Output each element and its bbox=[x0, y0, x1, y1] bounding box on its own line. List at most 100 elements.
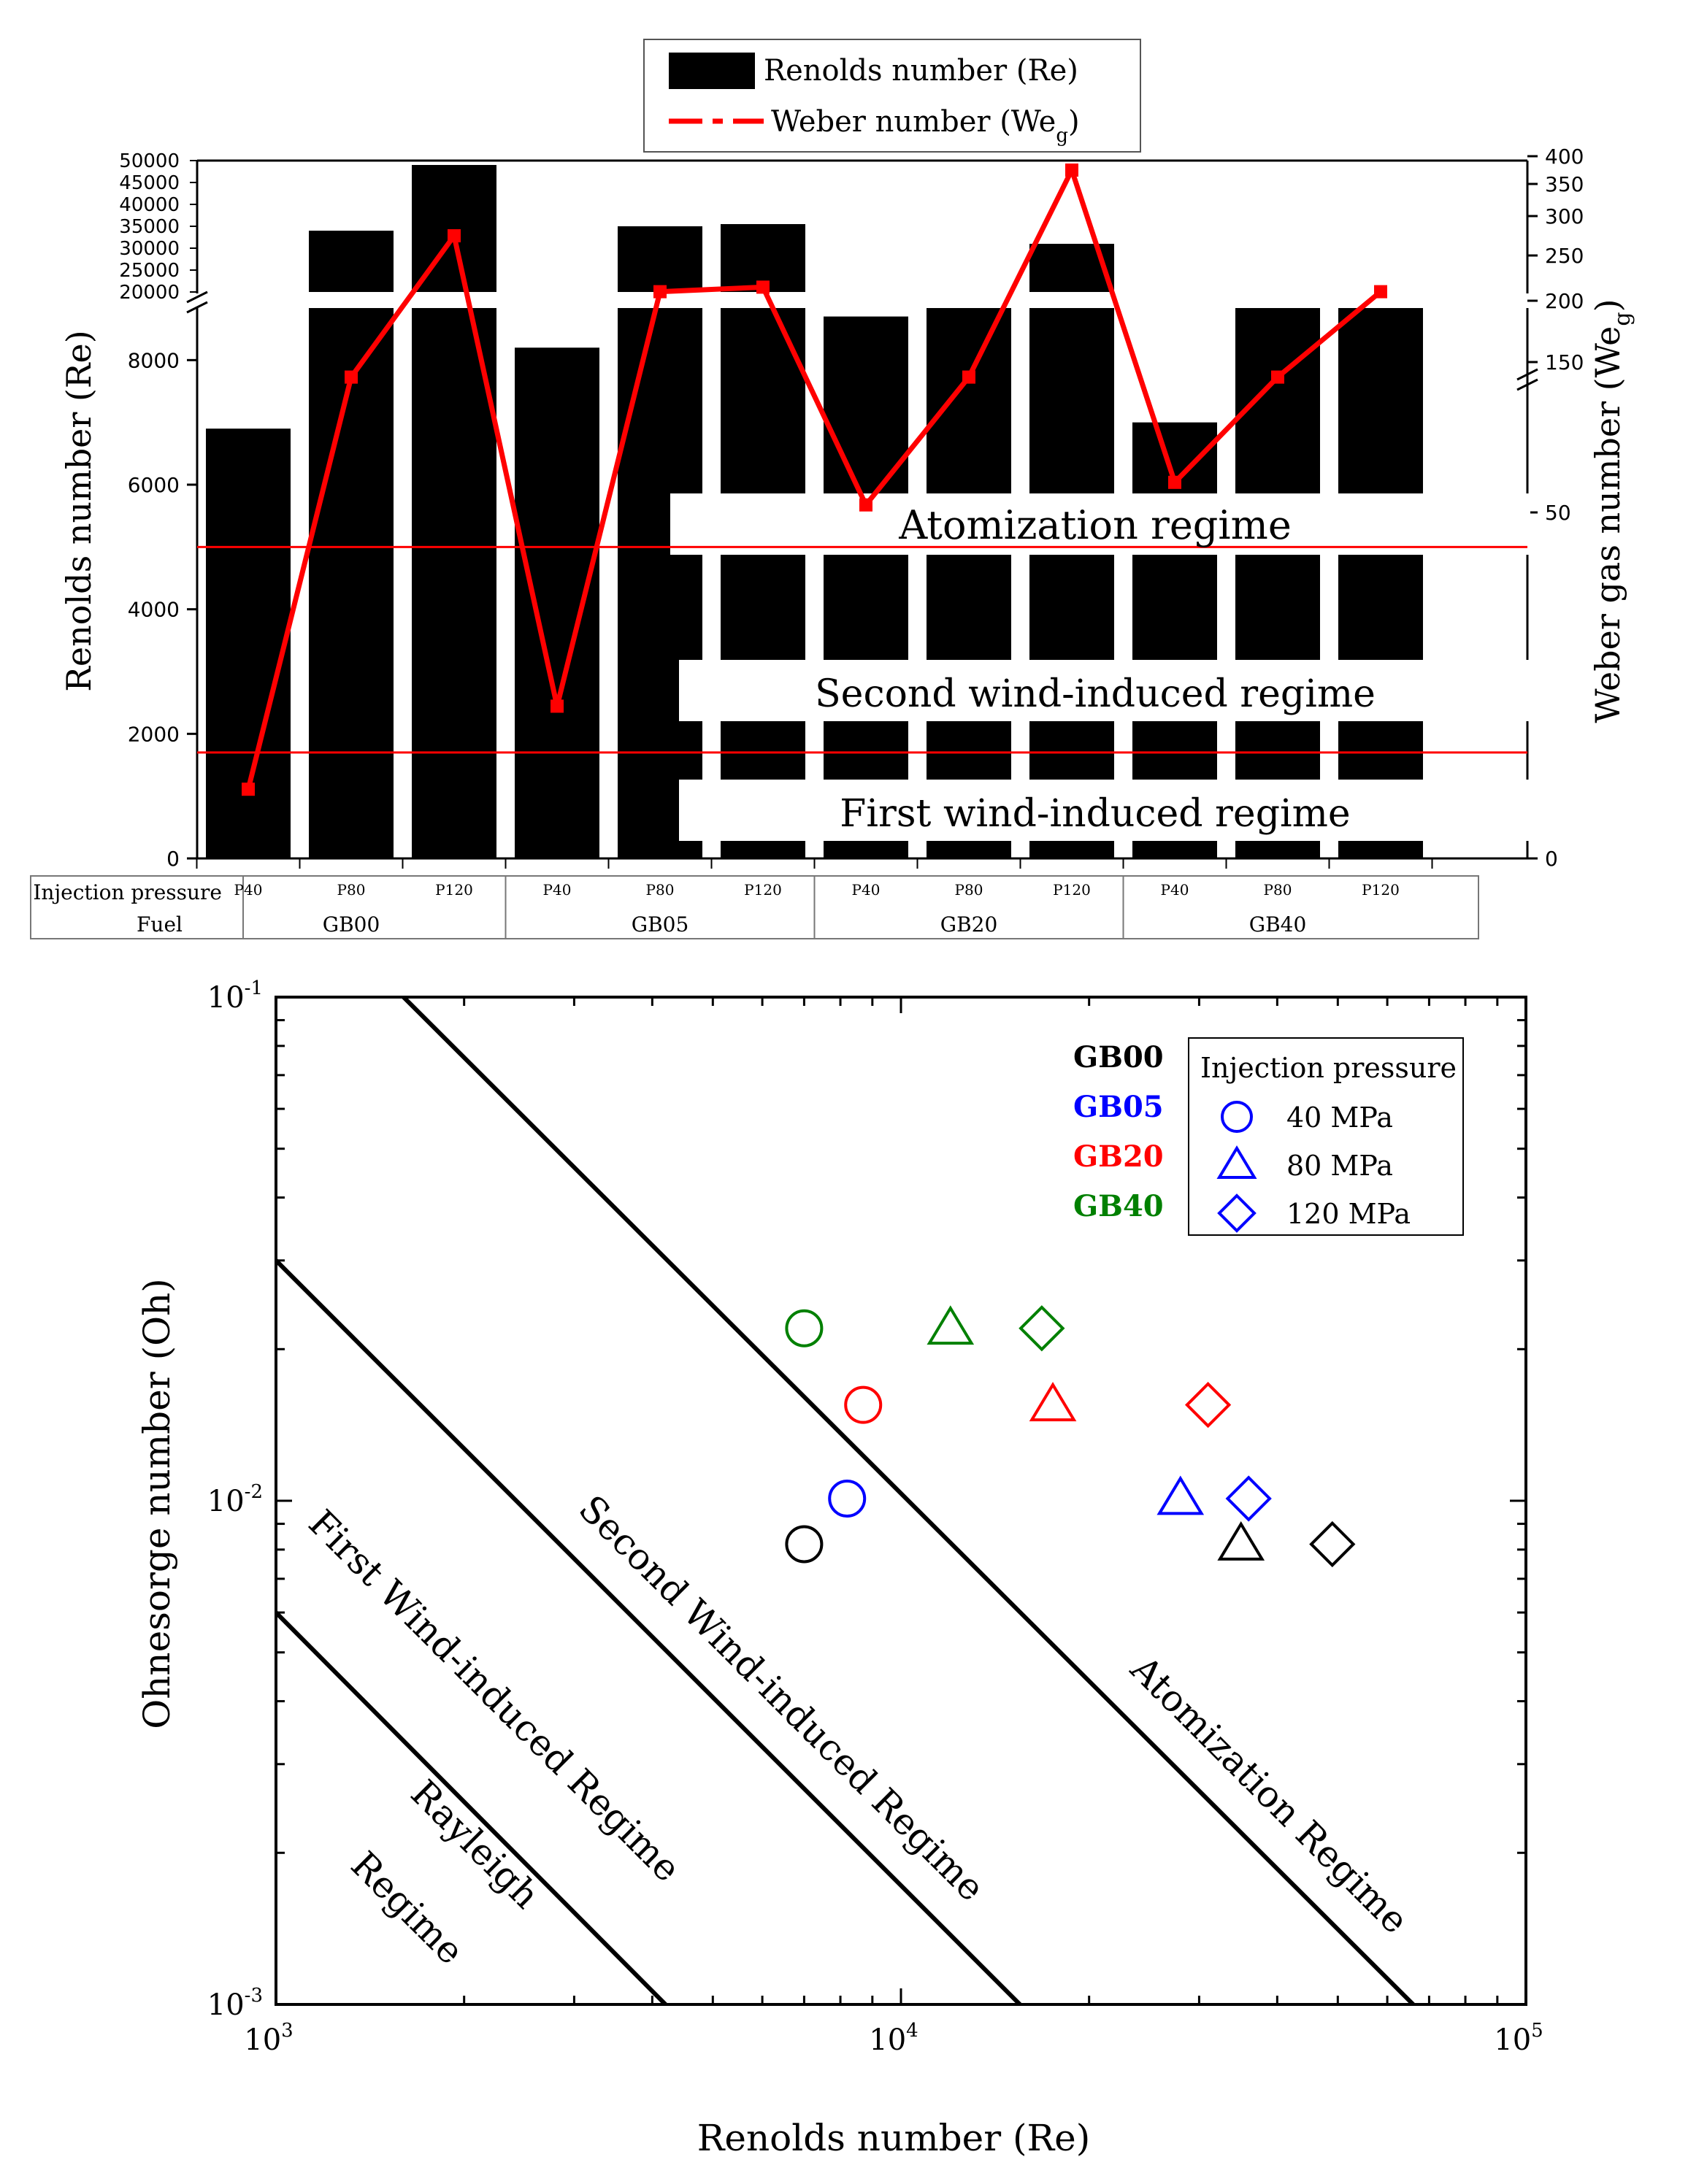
x-tick-exp: 3 bbox=[281, 2020, 294, 2042]
legend-marker-circle bbox=[1221, 1101, 1253, 1133]
left-axis-title: Renolds number (Re) bbox=[59, 330, 99, 691]
weber-point bbox=[962, 370, 975, 384]
re-bar bbox=[309, 298, 394, 858]
re-bar bbox=[1029, 298, 1114, 858]
weber-point bbox=[345, 370, 358, 384]
weber-point bbox=[756, 280, 770, 294]
left-tick-label: 35000 bbox=[119, 216, 180, 238]
fuel-label: GB40 bbox=[1249, 912, 1307, 937]
re-bar-upper bbox=[309, 231, 394, 292]
pressure-legend-item: 40 MPa bbox=[1286, 1101, 1393, 1134]
re-bar-upper bbox=[618, 226, 702, 292]
left-tick-label: 2000 bbox=[128, 722, 180, 746]
re-bar bbox=[1338, 298, 1423, 858]
data-point-triangle bbox=[1217, 1520, 1265, 1561]
left-tick-label: 50000 bbox=[119, 150, 180, 172]
re-bar bbox=[618, 298, 702, 858]
weber-point bbox=[1168, 475, 1181, 489]
fuel-label: GB05 bbox=[632, 912, 689, 937]
x-tick-exp: 4 bbox=[906, 2020, 918, 2042]
right-tick-label: 0 bbox=[1545, 847, 1558, 871]
legend-fuel-GB05: GB05 bbox=[1073, 1090, 1164, 1124]
left-tick-label: 8000 bbox=[128, 348, 180, 372]
re-bar bbox=[927, 298, 1011, 858]
annotation-box bbox=[670, 493, 1530, 555]
region-rayleigh-2: Regime bbox=[343, 1843, 472, 1972]
pressure-label: P120 bbox=[1053, 881, 1091, 899]
pressure-label: P120 bbox=[435, 881, 473, 899]
pressure-label: P80 bbox=[337, 881, 366, 899]
y-tick-exp: -3 bbox=[245, 1985, 263, 2007]
weber-point bbox=[242, 783, 255, 796]
right-axis-title-main: Weber gas number (We bbox=[1588, 326, 1627, 723]
pressure-label: P80 bbox=[955, 881, 983, 899]
pressure-label: P40 bbox=[234, 881, 263, 899]
bottom-chart: 103 104 10510-310-210-1RayleighRegimeFirst… bbox=[136, 977, 1543, 2159]
x-tick-base: 10 bbox=[244, 2023, 281, 2057]
data-point-diamond bbox=[1019, 1305, 1065, 1352]
row-label-injection: Injection pressure bbox=[33, 880, 222, 904]
right-axis-title-sub: g bbox=[1610, 312, 1635, 326]
annotation-box bbox=[679, 780, 1530, 841]
regime-label: Atomization regime bbox=[898, 502, 1292, 548]
x-tick-base: 10 bbox=[869, 2023, 906, 2057]
right-axis-title: Weber gas number (Weg) bbox=[1588, 299, 1635, 723]
weber-point bbox=[448, 229, 461, 242]
legend-we-close: ) bbox=[1068, 105, 1080, 139]
fuel-label: GB20 bbox=[940, 912, 998, 937]
y-tick-base: 10 bbox=[207, 981, 245, 1015]
x-axis-title: Renolds number (Re) bbox=[697, 2117, 1091, 2159]
weber-point bbox=[1271, 370, 1284, 384]
annotation-box bbox=[679, 660, 1530, 721]
pressure-label: P80 bbox=[646, 881, 675, 899]
data-point-circle bbox=[785, 1525, 824, 1564]
x-tick-label: 103 bbox=[244, 2020, 293, 2057]
left-tick-label: 4000 bbox=[128, 598, 180, 622]
right-tick-label: 250 bbox=[1545, 244, 1584, 268]
left-tick-label: 40000 bbox=[119, 194, 180, 216]
legend-box bbox=[643, 39, 1141, 153]
right-axis-title-close: ) bbox=[1588, 299, 1627, 312]
legend-fuel-GB40: GB40 bbox=[1073, 1189, 1164, 1223]
right-tick-label: 50 bbox=[1545, 501, 1571, 525]
pressure-legend-item: 120 MPa bbox=[1286, 1198, 1411, 1230]
legend-bar-swatch bbox=[669, 53, 755, 89]
row-label-fuel: Fuel bbox=[137, 912, 183, 937]
pressure-label: P40 bbox=[1161, 881, 1189, 899]
data-point-circle bbox=[785, 1309, 824, 1347]
data-point-triangle bbox=[1156, 1475, 1205, 1515]
weber-point bbox=[551, 699, 564, 713]
pressure-label: P40 bbox=[543, 881, 572, 899]
weber-line bbox=[245, 167, 1383, 791]
pressure-label: P120 bbox=[744, 881, 782, 899]
data-point-triangle bbox=[1029, 1382, 1077, 1422]
fuel-label: GB00 bbox=[323, 912, 380, 937]
y-tick-base: 10 bbox=[207, 1485, 245, 1518]
legend-marker-triangle bbox=[1216, 1145, 1257, 1179]
x-tick-label: 105 bbox=[1494, 2020, 1543, 2057]
re-bar bbox=[721, 298, 805, 858]
data-point-circle bbox=[828, 1480, 867, 1518]
legend-entry-re: Renolds number (Re) bbox=[764, 54, 1078, 88]
y-axis-title: Ohnesorge number (Oh) bbox=[136, 1278, 178, 1729]
weber-point bbox=[1374, 285, 1387, 299]
legend-entry-we: Weber number (Weg) bbox=[771, 105, 1080, 147]
left-tick-label: 45000 bbox=[119, 172, 180, 194]
axis-break-gap bbox=[184, 293, 1541, 308]
right-tick-label: 400 bbox=[1545, 145, 1584, 169]
y-tick-label: 10-2 bbox=[207, 1481, 263, 1518]
re-bar bbox=[515, 347, 599, 858]
legend-fuel-GB20: GB20 bbox=[1073, 1139, 1164, 1174]
left-tick-label: 30000 bbox=[119, 238, 180, 260]
weber-point bbox=[859, 498, 872, 512]
y-tick-exp: -2 bbox=[245, 1481, 263, 1503]
pressure-label: P120 bbox=[1362, 881, 1400, 899]
right-tick-label: 300 bbox=[1545, 204, 1584, 228]
second-wind-boundary bbox=[402, 995, 1415, 2007]
right-tick-label: 150 bbox=[1545, 350, 1584, 374]
data-point-circle bbox=[844, 1385, 883, 1424]
x-tick-label: 104 bbox=[869, 2020, 918, 2057]
y-tick-base: 10 bbox=[207, 1988, 245, 2022]
x-tick-base: 10 bbox=[1494, 2023, 1531, 2057]
